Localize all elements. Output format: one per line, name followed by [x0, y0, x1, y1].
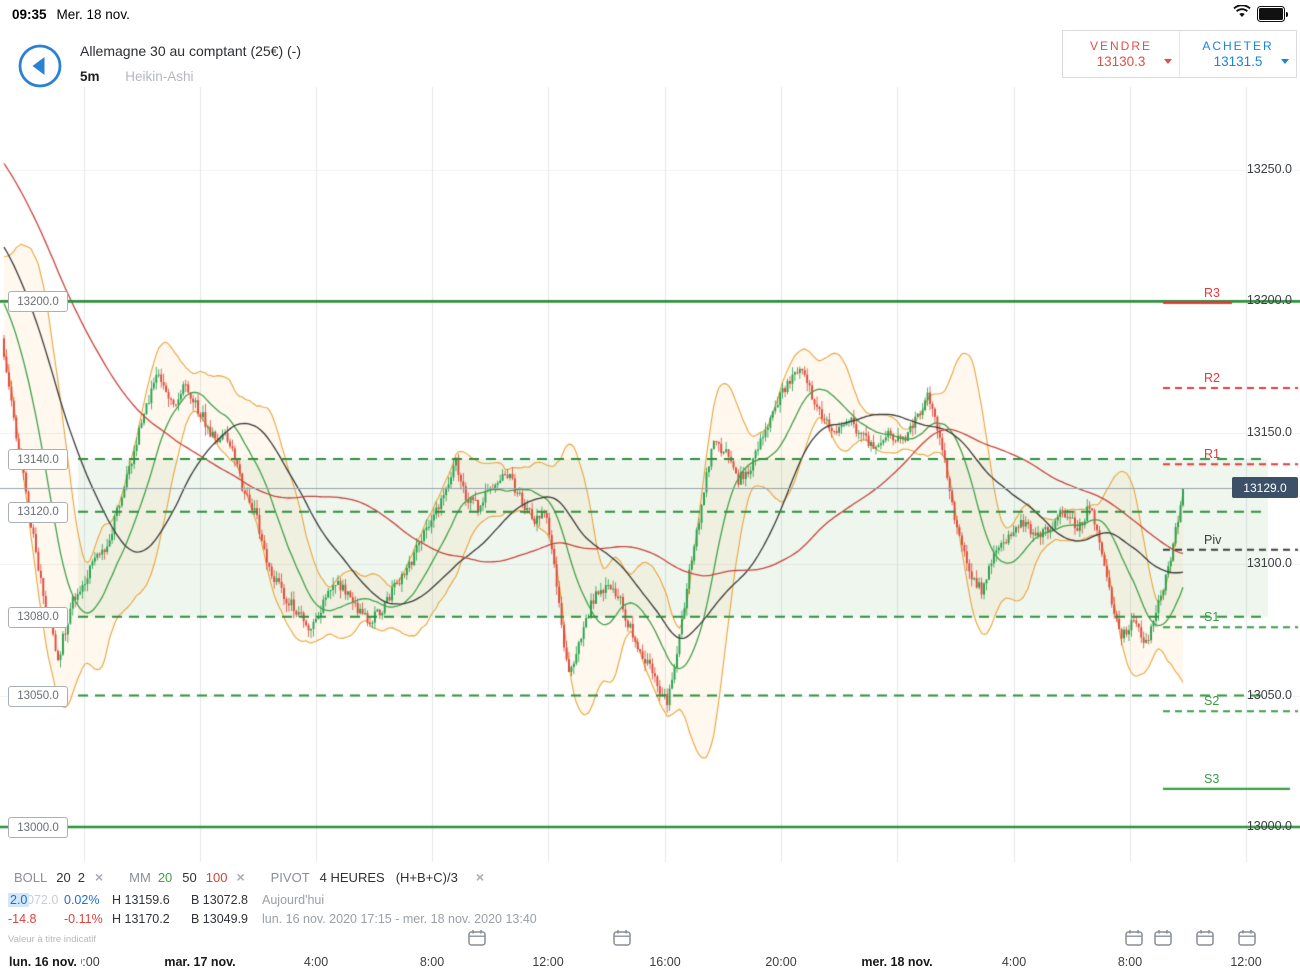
x-axis: lun. 16 nov. 20:00 mar. 17 nov. 4:00 8:00 12:… [0, 953, 1300, 973]
price-level-box[interactable]: 13140.0 [8, 449, 68, 471]
x-axis-label: 16:00 [649, 955, 681, 969]
today-period-label: Aujourd'hui [262, 893, 325, 907]
mm50-value[interactable]: 50 [182, 869, 197, 885]
period-change: -14.8 [8, 912, 37, 926]
clock: 09:35 [12, 6, 47, 22]
price-level-box[interactable]: 13200.0 [8, 291, 68, 313]
sell-button[interactable]: VENDRE 13130.3 [1063, 31, 1180, 77]
timeframe-selector[interactable]: 5m [80, 69, 100, 84]
price-level-box[interactable]: 13000.0 [8, 817, 68, 838]
mm100-value[interactable]: 100 [205, 869, 228, 885]
today-change: 2.0 [8, 893, 30, 907]
period-change-pct: -0.11% [64, 912, 103, 926]
boll-remove-button[interactable]: × [94, 869, 104, 885]
period-low: B 13049.9 [191, 912, 248, 926]
stats-row-period: -14.8 -0.11% H 13170.2 B 13049.9 lun. 16… [0, 912, 1300, 928]
chart-style-selector[interactable]: Heikin-Ashi [125, 69, 194, 84]
mm-remove-button[interactable]: × [236, 869, 245, 885]
back-button[interactable] [17, 43, 63, 89]
period-range-label: lun. 16 nov. 2020 17:15 - mer. 18 nov. 2… [262, 912, 537, 926]
chart-settings-row: 5m Heikin-Ashi [80, 69, 194, 84]
status-left: 09:35 Mer. 18 nov. [12, 7, 130, 22]
stats-ghost-value: 072.0 [27, 893, 59, 907]
x-axis-label: 8:00 [1117, 955, 1143, 969]
x-axis-label: 4:00 [1001, 955, 1027, 969]
sell-label: VENDRE [1089, 39, 1152, 53]
x-axis-label: 12:00 [1230, 955, 1262, 969]
x-axis-label: lun. 16 nov. [5, 955, 81, 969]
boll-period-value[interactable]: 20 [56, 869, 71, 885]
current-price-badge: 13129.0 [1232, 477, 1298, 498]
wifi-icon [1232, 4, 1251, 23]
deal-ticket: VENDRE 13130.3 ACHETER 13131.5 [1062, 30, 1297, 78]
price-chart[interactable] [0, 85, 1300, 862]
mm-indicator-chip[interactable]: MM [129, 869, 151, 885]
period-high: H 13170.2 [112, 912, 170, 926]
x-axis-label: 12:00 [532, 955, 564, 969]
calendar-event-icon[interactable] [613, 929, 631, 946]
calendar-event-icon[interactable] [468, 929, 486, 946]
price-level-box[interactable]: 13080.0 [8, 606, 68, 628]
buy-price: 13131.5 [1213, 54, 1263, 69]
today-high: H 13159.6 [112, 893, 170, 907]
calendar-event-icon[interactable] [1154, 929, 1172, 946]
boll-indicator-chip[interactable]: BOLL [14, 869, 48, 885]
pivot-period-value[interactable]: 4 HEURES [319, 869, 385, 885]
x-axis-label: 4:00 [303, 955, 329, 969]
indicative-value-disclaimer: Valeur à titre indicatif [8, 934, 97, 945]
battery-icon [1256, 6, 1288, 22]
today-change-pct: 0.02% [64, 893, 100, 907]
buy-button[interactable]: ACHETER 13131.5 [1180, 31, 1296, 77]
x-axis-label: mar. 17 nov. [160, 955, 240, 969]
buy-label: ACHETER [1202, 39, 1274, 53]
sell-caret-icon [1164, 59, 1172, 64]
pivot-formula-value[interactable]: (H+B+C)/3 [395, 869, 458, 885]
sell-price: 13130.3 [1096, 54, 1146, 69]
mm20-value[interactable]: 20 [157, 869, 173, 885]
pivot-remove-button[interactable]: × [475, 869, 485, 885]
today-low: B 13072.8 [191, 893, 248, 907]
calendar-event-icon[interactable] [1125, 929, 1143, 946]
instrument-title[interactable]: Allemagne 30 au comptant (25€) (-) [80, 43, 301, 59]
calendar-event-icon[interactable] [1238, 929, 1256, 946]
status-date: Mer. 18 nov. [56, 6, 130, 22]
x-axis-label: 8:00 [419, 955, 445, 969]
status-right [1232, 4, 1288, 23]
x-axis-label: mer. 18 nov. [857, 955, 937, 969]
x-axis-label: 20:00 [765, 955, 797, 969]
pivot-indicator-chip[interactable]: PIVOT [270, 869, 310, 885]
boll-deviation-value[interactable]: 2 [77, 869, 85, 885]
buy-caret-icon [1281, 59, 1289, 64]
indicator-legend: BOLL 20 2 × MM 20 50 100 × PIVOT 4 HEURE… [14, 869, 484, 885]
price-level-box[interactable]: 13120.0 [8, 501, 68, 523]
status-bar: 09:35 Mer. 18 nov. [0, 0, 1300, 28]
stats-row-today: 072.0 2.0 0.02% H 13159.6 B 13072.8 Aujo… [0, 893, 1300, 909]
calendar-event-icon[interactable] [1196, 929, 1214, 946]
price-level-box[interactable]: 13050.0 [8, 685, 68, 707]
